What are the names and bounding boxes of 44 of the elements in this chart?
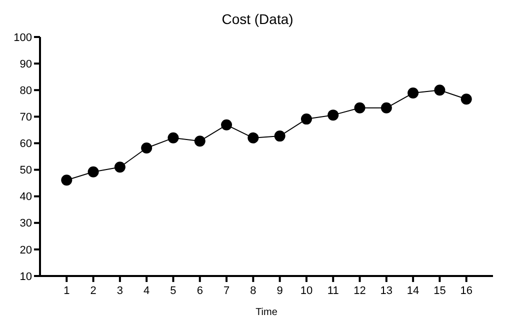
x-tick-label: 15 [434,285,446,297]
y-tick-label: 100 [14,32,32,44]
y-tick-label: 90 [20,58,32,70]
point [194,136,206,147]
point [434,84,446,96]
chart-title: Cost (Data) [222,11,294,27]
x-tick-label: 3 [116,285,124,297]
y-tick-label: 80 [20,84,32,97]
point [168,132,179,144]
point [328,110,339,121]
point [274,130,286,142]
x-tick-label: 4 [144,285,150,297]
x-tick-label: 8 [250,285,256,297]
y-tick-label: 30 [20,218,32,230]
point [88,166,99,178]
point [114,162,126,173]
x-tick-label: 2 [90,285,96,297]
x-tick-label: 13 [380,285,393,297]
x-axis-title: Time [256,307,278,318]
x-tick-label: 11 [327,285,339,297]
x-tick-label: 10 [300,285,313,297]
x-tick-label: 9 [276,285,283,297]
point [354,102,366,114]
x-tick-label: 7 [223,285,230,297]
point [61,174,72,186]
x-tick-label: 6 [196,285,203,297]
point [248,132,259,144]
point [300,114,312,125]
point [141,142,152,154]
x-tick-label: 1 [64,285,70,297]
x-tick-label: 12 [354,285,366,297]
point [408,88,419,99]
y-tick-label: 40 [20,191,32,204]
point [221,119,232,130]
point [460,94,472,105]
y-tick-label: 20 [20,244,32,256]
x-tick-label: 5 [170,285,176,297]
y-tick-label: 60 [20,138,32,150]
y-tick-label: 10 [20,270,32,283]
x-tick-label: 14 [406,285,420,297]
point [380,102,392,114]
y-tick-label: 70 [20,112,32,124]
x-tick-label: 16 [460,285,472,297]
y-tick-label: 50 [20,164,32,177]
